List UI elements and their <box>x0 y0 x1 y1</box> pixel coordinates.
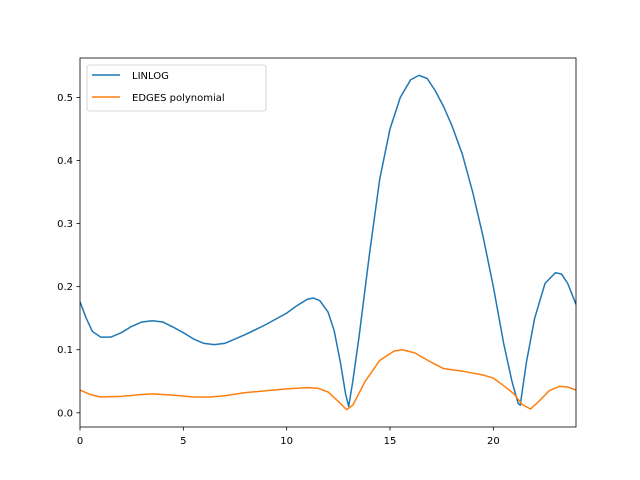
y-tick-label: 0.3 <box>57 219 73 230</box>
legend-label-linlog: LINLOG <box>132 71 169 82</box>
legend-box <box>86 64 267 112</box>
x-tick-label: 15 <box>384 436 397 447</box>
y-tick-label: 0.1 <box>57 345 73 356</box>
plot-area <box>80 58 576 427</box>
x-axis: 0 5 10 15 20 <box>77 427 500 447</box>
x-tick-label: 5 <box>180 436 186 447</box>
legend-label-edges-polynomial: EDGES polynomial <box>132 93 225 104</box>
y-tick-label: 0.4 <box>57 156 73 167</box>
plot-frame <box>79 57 577 428</box>
x-tick-label: 10 <box>280 436 293 447</box>
y-tick-label: 0.5 <box>57 93 73 104</box>
x-tick-label: 0 <box>77 436 83 447</box>
series-layer <box>80 74 576 411</box>
legend: LINLOG EDGES polynomial <box>86 64 267 112</box>
series-line-linlog <box>80 74 576 408</box>
y-tick-label: 0.0 <box>57 408 73 419</box>
y-axis: 0.0 0.1 0.2 0.3 0.4 0.5 <box>57 93 80 419</box>
x-tick-label: 20 <box>487 436 500 447</box>
series-line-edges-polynomial <box>80 348 576 411</box>
y-tick-label: 0.2 <box>57 282 73 293</box>
